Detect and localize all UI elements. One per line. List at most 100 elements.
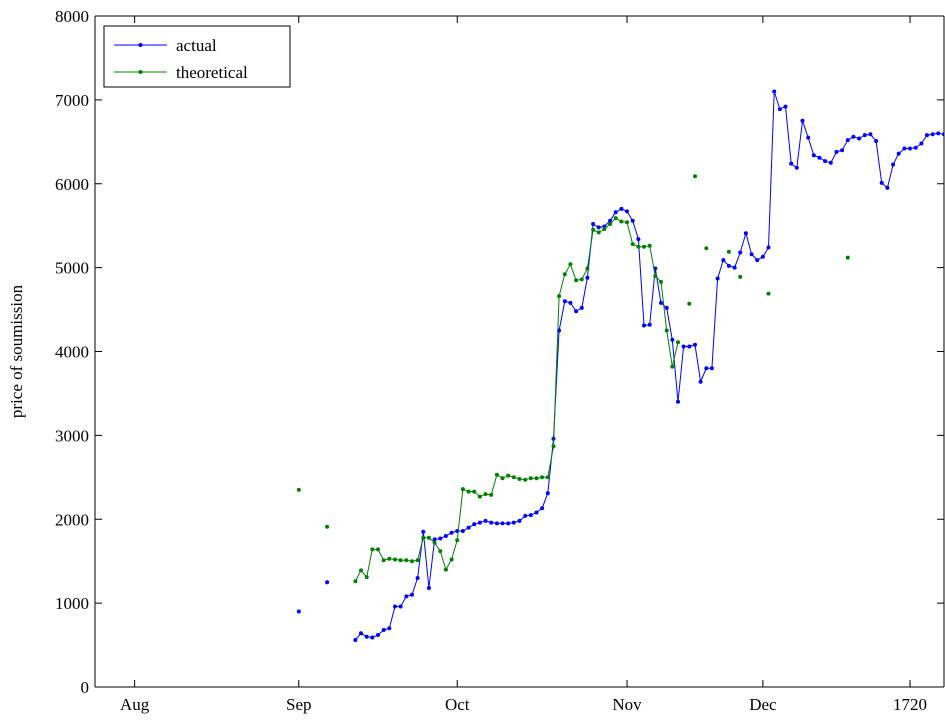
theoretical-data-point [630,242,635,247]
theoretical-data-point [562,272,567,277]
theoretical-data-point [296,487,301,492]
actual-data-point [642,323,646,328]
actual-data-point [681,344,686,349]
theoretical-data-point [353,579,358,584]
theoretical-data-point [449,557,454,562]
theoretical-data-point [489,492,494,497]
actual-data-point [891,162,896,167]
theoretical-data-point [477,494,482,499]
actual-data-point [562,299,567,304]
actual-data-point [353,638,358,642]
y-tick-label: 0 [81,678,90,697]
x-tick-label: Nov [612,695,642,714]
axes: 0 1000 2000 3000 4000 5000 6000 7000 8000 Aug Sep O… [55,7,945,714]
theoretical-data-point [664,328,669,333]
legend: actual theoretical [103,25,291,88]
actual-data-point [738,250,743,255]
y-tick-label: 4000 [55,343,89,362]
theoretical-data-point [370,547,375,552]
actual-data-point [381,628,386,632]
actual-data-point [698,379,703,384]
actual-data-point [387,626,392,631]
actual-data-point [608,218,613,223]
actual-data-point [574,309,579,314]
actual-data-point [579,305,584,310]
theoretical-data-point [726,249,731,254]
theoretical-data-point [659,279,663,284]
actual-data-point [794,165,799,170]
actual-data-point [732,265,737,270]
actual-data-point [325,580,330,585]
actual-data-point [296,609,301,614]
plot-area [296,89,944,642]
actual-data-point [925,133,929,138]
actual-data-point [359,631,363,636]
theoretical-data-point [426,535,431,540]
actual-data-point [726,263,731,268]
actual-data-point [483,518,488,523]
actual-data-point [472,522,477,527]
y-axis-label: price of soumission [7,284,26,418]
x-tick-label: 1720 [893,695,927,714]
theoretical-data-point [591,227,596,232]
theoretical-data-point [670,364,675,369]
actual-data-point [494,521,499,526]
actual-data-point [404,594,409,599]
actual-data-point [772,89,777,94]
actual-data-point [596,225,601,230]
actual-data-point [670,337,675,342]
theoretical-data-point [415,558,420,563]
y-tick-label: 7000 [55,91,89,110]
theoretical-data-point [551,444,556,449]
actual-data-point [534,510,539,515]
actual-data-point [591,222,596,226]
actual-data-point [421,529,426,534]
theoretical-data-point [494,472,499,477]
actual-data-point [466,525,471,530]
theoretical-data-point [466,489,471,494]
actual-data-point [885,185,890,190]
actual-data-point [376,633,380,637]
actual-data-point [896,151,901,156]
actual-data-point [410,592,414,597]
theoretical-data-point [528,476,533,481]
actual-data-point [857,136,862,141]
theoretical-data-point [483,492,488,497]
actual-data-point [704,366,709,371]
theoretical-data-point [693,174,697,179]
actual-data-point [715,276,720,281]
actual-data-point [777,107,782,112]
theoretical-data-point [579,277,584,282]
theoretical-data-point [596,230,601,235]
actual-data-point [659,300,663,305]
actual-data-point [523,513,528,518]
theoretical-data-point [557,294,562,299]
theoretical-data-point [602,227,607,231]
actual-data-point [930,132,935,137]
theoretical-data-point [438,549,443,554]
actual-data-point [370,635,375,640]
actual-data-point [506,521,511,526]
theoretical-data-point [432,540,437,545]
x-tick-label: Oct [445,695,470,714]
actual-data-point [919,141,924,146]
actual-data-point [568,300,573,305]
actual-data-point [625,209,629,214]
theoretical-data-point [376,547,380,552]
actual-data-point [630,218,635,223]
actual-data-point [862,133,867,138]
actual-data-point [613,210,618,215]
theoretical-data-point [766,291,771,296]
actual-data-point [528,513,533,518]
theoretical-data-point [325,524,330,529]
y-tick-label: 3000 [55,426,89,445]
legend-box [103,25,291,88]
actual-data-point [664,305,669,310]
theoretical-data-point [410,559,414,564]
actual-data-point [800,118,805,123]
actual-data-point [834,149,839,154]
actual-data-point [393,604,397,609]
legend-actual-marker [138,43,143,47]
legend-theoretical-label: theoretical [176,63,248,82]
actual-data-point [540,506,545,511]
